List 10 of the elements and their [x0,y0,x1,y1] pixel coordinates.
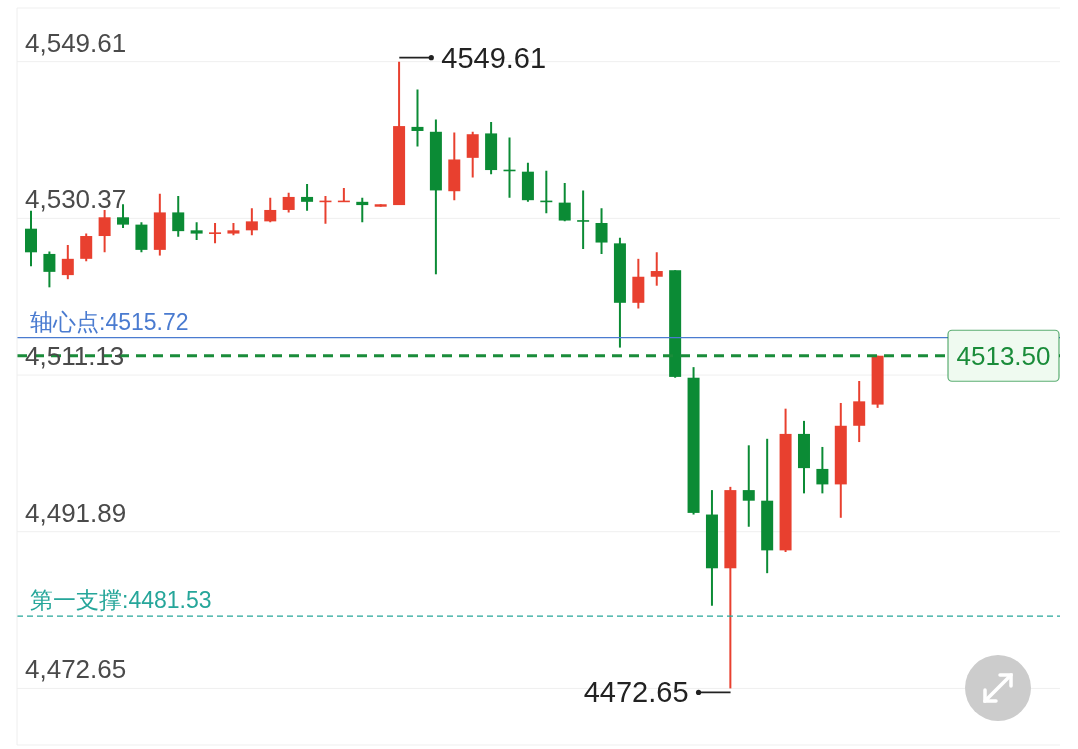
y-tick-label: 4,549.61 [25,27,127,58]
y-tick-label: 4,491.89 [25,497,127,528]
annotation: 4472.65 [583,676,689,709]
annotation: 4549.61 [441,41,547,74]
ref-line-label: 4513.50 [956,340,1051,371]
y-tick-label: 4,530.37 [25,184,127,215]
y-tick-label: 4,511.13 [25,341,125,372]
y-tick-label: 4,472.65 [25,654,127,685]
ref-line-label: 第一支撑:4481.53 [30,587,212,614]
ref-line-label: 轴心点:4515.72 [30,308,189,335]
